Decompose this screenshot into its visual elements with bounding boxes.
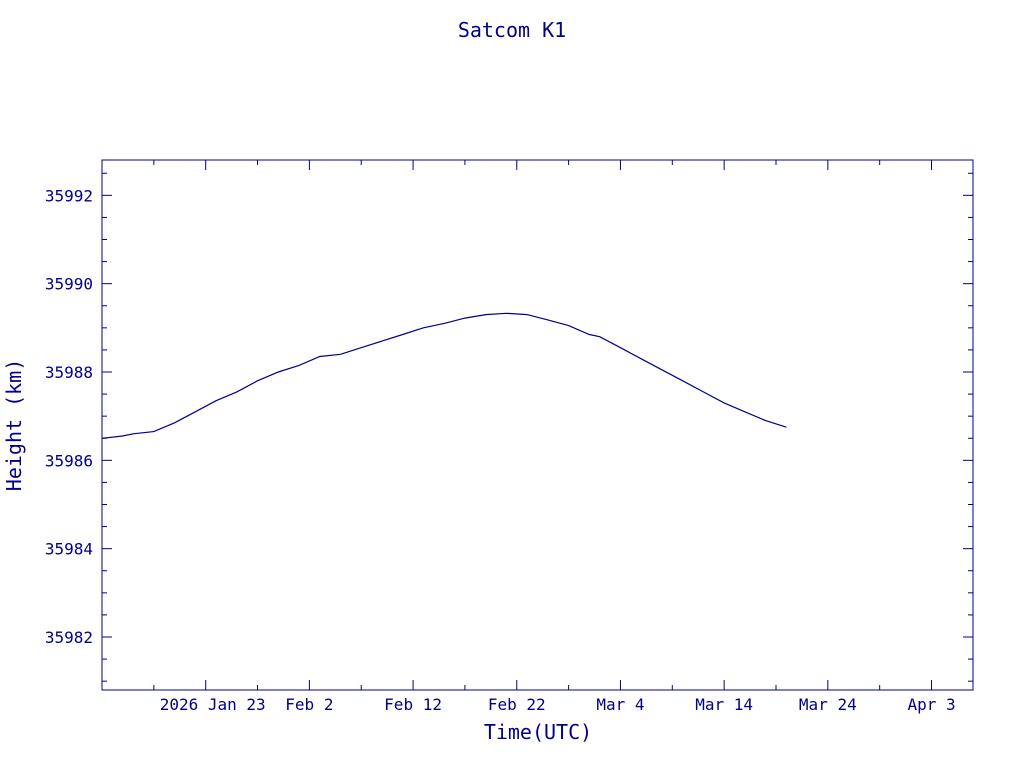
y-tick-label: 35984 — [45, 540, 93, 559]
x-tick-label: Feb 12 — [384, 695, 442, 714]
x-tick-label: Feb 2 — [285, 695, 333, 714]
x-tick-label: Feb 22 — [488, 695, 546, 714]
plot-frame — [101, 159, 974, 691]
x-axis-label: Time(UTC) — [484, 720, 592, 744]
x-tick-label: 2026 Jan 23 — [160, 695, 266, 714]
x-tick-label: Mar 4 — [596, 695, 644, 714]
y-tick-label: 35986 — [45, 451, 93, 470]
y-tick-labels: 35982 35984 35986 35988 35990 35992 — [45, 186, 93, 647]
y-tick-label: 35992 — [45, 186, 93, 205]
series-line — [101, 312, 787, 439]
x-tick-label: Apr 3 — [907, 695, 955, 714]
x-tick-label: Mar 24 — [799, 695, 857, 714]
axis-ticks — [101, 160, 973, 690]
y-tick-label: 35988 — [45, 363, 93, 382]
chart-title: Satcom K1 — [458, 18, 566, 42]
x-tick-label: Mar 14 — [695, 695, 753, 714]
y-axis-label: Height (km) — [2, 359, 26, 491]
y-tick-label: 35990 — [45, 275, 93, 294]
x-tick-labels: 2026 Jan 23 Feb 2 Feb 12 Feb 22 Mar 4 Mar 14 M… — [160, 695, 956, 714]
y-tick-label: 35982 — [45, 628, 93, 647]
